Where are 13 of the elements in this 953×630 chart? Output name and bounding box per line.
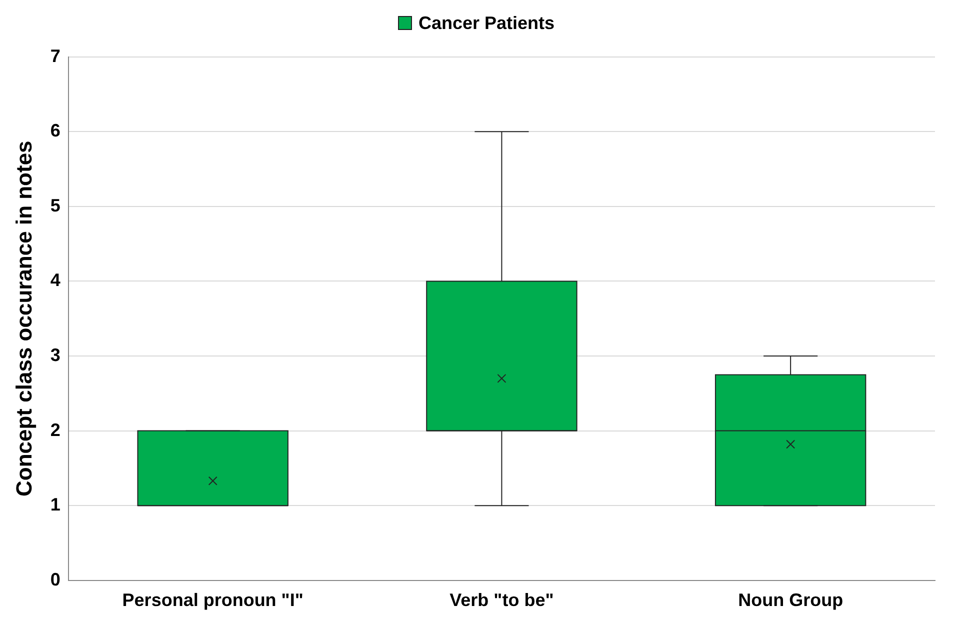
y-tick-label: 0 [50,569,60,590]
y-tick-label: 4 [50,270,60,290]
x-tick-label: Noun Group [738,590,844,610]
x-tick-label: Personal pronoun "I" [122,590,304,610]
y-tick-label: 6 [50,120,60,141]
y-tick-label: 2 [50,420,60,440]
y-tick-label: 7 [50,46,60,66]
y-tick-label: 3 [50,344,60,365]
legend-label: Cancer Patients [418,12,555,34]
y-tick-label: 1 [50,494,60,515]
y-tick-label: 5 [50,195,60,216]
x-tick-label: Verb "to be" [450,590,554,610]
y-axis-title: Concept class occurance in notes [11,140,36,496]
